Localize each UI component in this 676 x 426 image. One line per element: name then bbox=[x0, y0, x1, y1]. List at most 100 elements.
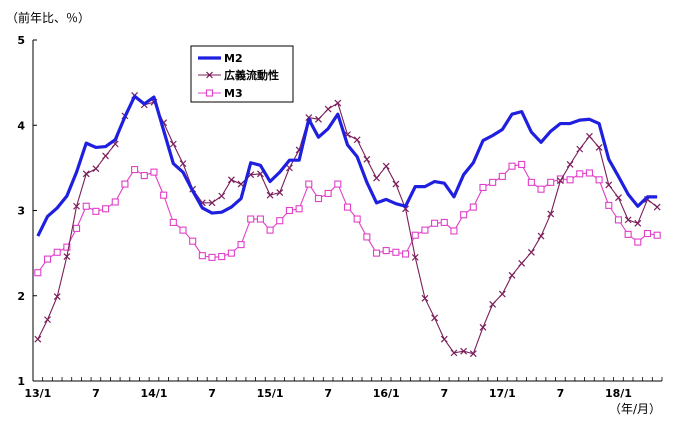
data-point bbox=[624, 230, 632, 238]
data-point bbox=[324, 105, 332, 113]
data-point bbox=[431, 314, 439, 322]
x-tick-label: 18/1 bbox=[605, 387, 632, 400]
data-point bbox=[402, 250, 410, 258]
data-point bbox=[411, 231, 419, 239]
data-point bbox=[131, 166, 139, 174]
data-point bbox=[169, 218, 177, 226]
legend-label-koogi: 広義流動性 bbox=[224, 68, 279, 82]
data-point bbox=[498, 172, 506, 180]
data-point bbox=[208, 199, 216, 207]
y-tick-label: 3 bbox=[17, 205, 25, 218]
x-tick-label: 16/1 bbox=[373, 387, 400, 400]
data-point bbox=[82, 170, 90, 178]
legend-label-m2: M2 bbox=[224, 52, 243, 65]
data-point bbox=[305, 114, 313, 122]
data-point bbox=[634, 219, 642, 227]
data-point bbox=[237, 241, 245, 249]
data-point bbox=[189, 237, 197, 245]
data-point bbox=[53, 248, 61, 256]
data-point bbox=[353, 136, 361, 144]
data-point bbox=[605, 181, 613, 189]
data-point bbox=[140, 171, 148, 180]
data-point bbox=[479, 323, 487, 331]
data-point bbox=[556, 177, 564, 185]
data-point bbox=[295, 205, 303, 213]
data-point bbox=[450, 227, 458, 235]
data-point bbox=[160, 191, 168, 199]
data-point bbox=[169, 140, 177, 148]
x-tick-label: 15/1 bbox=[257, 387, 284, 400]
data-point bbox=[72, 224, 81, 232]
x-axis-label: （年/月） bbox=[609, 402, 661, 416]
data-point bbox=[614, 216, 623, 224]
data-point bbox=[508, 162, 516, 170]
data-point bbox=[73, 202, 80, 210]
series-line bbox=[36, 94, 658, 237]
data-point bbox=[150, 168, 158, 176]
x-tick-label: 13/1 bbox=[24, 387, 51, 400]
data-point bbox=[92, 207, 100, 215]
data-point bbox=[256, 170, 264, 178]
series-line bbox=[37, 163, 658, 274]
data-point bbox=[266, 226, 274, 234]
data-point bbox=[111, 198, 119, 206]
data-point bbox=[276, 217, 284, 225]
data-point bbox=[373, 174, 380, 182]
data-point bbox=[615, 194, 622, 202]
data-point bbox=[324, 189, 332, 197]
data-point bbox=[576, 145, 584, 153]
data-point bbox=[198, 252, 206, 260]
data-point bbox=[479, 183, 487, 192]
data-point bbox=[527, 248, 535, 256]
data-point bbox=[508, 271, 516, 279]
data-point bbox=[43, 255, 52, 263]
data-point bbox=[421, 226, 429, 234]
series-0 bbox=[36, 94, 658, 237]
data-point bbox=[537, 232, 545, 240]
data-point bbox=[585, 132, 593, 140]
data-point bbox=[285, 206, 293, 215]
data-point bbox=[63, 253, 71, 260]
data-point bbox=[121, 180, 129, 188]
data-point bbox=[53, 293, 61, 301]
data-point bbox=[353, 215, 361, 223]
data-point bbox=[82, 202, 90, 210]
y-tick-label: 5 bbox=[17, 34, 25, 47]
data-point bbox=[44, 316, 51, 324]
data-point bbox=[392, 248, 400, 256]
data-point bbox=[305, 180, 313, 188]
legend: M2 広義流動性 M3 bbox=[190, 45, 294, 103]
data-point bbox=[469, 350, 477, 358]
data-point bbox=[34, 269, 42, 277]
data-point bbox=[256, 215, 264, 223]
data-point bbox=[382, 162, 390, 170]
data-point bbox=[276, 189, 284, 197]
data-point bbox=[498, 290, 506, 298]
x-tick-label: 14/1 bbox=[140, 387, 167, 400]
data-point bbox=[179, 226, 187, 234]
y-axis-label: （前年比、％） bbox=[6, 10, 90, 25]
data-point bbox=[595, 176, 603, 184]
data-point bbox=[518, 160, 526, 169]
data-point bbox=[227, 249, 235, 257]
series-2 bbox=[34, 160, 661, 277]
data-point bbox=[102, 152, 110, 160]
data-point bbox=[489, 300, 497, 308]
series-1 bbox=[34, 91, 661, 358]
data-point bbox=[334, 99, 342, 107]
data-point bbox=[247, 215, 255, 223]
y-tick-label: 4 bbox=[17, 119, 25, 132]
data-point bbox=[315, 115, 322, 123]
data-point bbox=[547, 210, 555, 218]
y-tick-label: 2 bbox=[17, 290, 25, 303]
data-point bbox=[527, 178, 535, 186]
data-point bbox=[460, 347, 468, 355]
x-tick-label: 7 bbox=[208, 387, 216, 400]
data-point bbox=[63, 243, 71, 251]
data-point bbox=[314, 195, 323, 203]
x-tick-label: 17/1 bbox=[489, 387, 516, 400]
y-tick-label: 1 bbox=[17, 375, 25, 388]
data-point bbox=[218, 192, 226, 200]
data-point bbox=[382, 247, 390, 255]
